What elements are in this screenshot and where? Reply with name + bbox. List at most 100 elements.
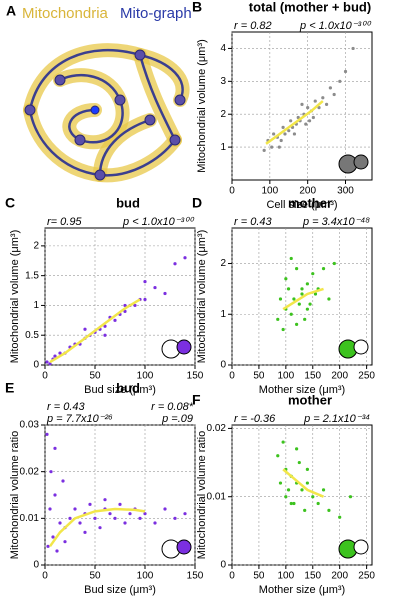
y-tick-label: 0.01 (207, 491, 227, 502)
x-tick-label: 100 (137, 571, 154, 582)
data-point (103, 324, 107, 328)
y-tick-label: 1 (33, 300, 39, 311)
data-point (278, 297, 283, 301)
data-point (317, 106, 321, 110)
x-tick-label: 0 (229, 571, 235, 582)
data-point (53, 354, 57, 358)
data-point (324, 102, 329, 106)
panel-letter: C (5, 195, 15, 211)
data-point (183, 512, 187, 516)
data-point (277, 145, 281, 149)
trend-line (282, 468, 325, 498)
data-point (108, 512, 112, 516)
data-point (118, 502, 122, 506)
stat-label: p = 2.1x10⁻³⁴ (303, 413, 370, 425)
data-point (351, 46, 355, 51)
x-tick-label: 150 (187, 571, 204, 582)
cell-icon (353, 154, 369, 170)
chart-title: mother (288, 195, 332, 210)
data-point (327, 297, 331, 301)
data-point (303, 508, 307, 512)
data-point (295, 447, 299, 451)
data-point (307, 119, 312, 123)
data-point (276, 454, 280, 458)
data-point (283, 132, 287, 136)
data-point (281, 125, 285, 129)
data-point (58, 351, 62, 355)
data-point (289, 256, 293, 261)
data-point (284, 277, 288, 281)
data-point (276, 317, 280, 321)
data-point (45, 360, 49, 364)
stat-label: p = 3.4x10⁻⁴⁸ (302, 216, 370, 228)
data-point (163, 291, 167, 296)
y-tick-label: 2 (220, 109, 226, 120)
data-point (78, 521, 82, 525)
data-point (296, 115, 300, 120)
x-tick-label: 200 (299, 186, 316, 197)
x-tick-label: 150 (304, 571, 321, 582)
data-point (48, 362, 52, 366)
data-point (123, 303, 127, 308)
data-point (46, 544, 50, 548)
cell-icon (353, 539, 369, 555)
y-tick-label: 0 (220, 360, 226, 371)
data-point (311, 272, 315, 276)
data-point (173, 516, 177, 520)
panel-letter: B (192, 0, 202, 15)
chart-title: total (mother + bud) (249, 0, 371, 14)
data-point (328, 86, 332, 90)
data-point (163, 507, 167, 511)
data-point (123, 521, 127, 525)
stat-label: r = 0.08* (151, 401, 194, 413)
y-tick-label: 0 (33, 360, 39, 371)
y-tick-label: 0.02 (20, 466, 40, 477)
data-point (61, 479, 65, 483)
chart-title: mother (288, 392, 332, 407)
y-tick-label: 0.03 (20, 420, 40, 431)
chart-title: bud (116, 380, 140, 395)
data-point (289, 119, 293, 123)
data-point (327, 508, 331, 512)
data-point (297, 460, 301, 465)
data-point (88, 502, 92, 506)
data-point (292, 501, 296, 506)
stat-label: p =.09 (161, 413, 193, 425)
data-point (321, 96, 325, 100)
x-tick-label: 50 (89, 571, 101, 582)
data-point (270, 145, 274, 149)
data-point (58, 521, 62, 525)
stat-label: p < 1.0x10⁻³⁰⁰ (122, 216, 195, 228)
stat-label: r = 0.43 (234, 216, 272, 228)
data-point (321, 266, 326, 271)
trend-line (49, 298, 141, 364)
x-tick-label: 0 (42, 371, 48, 382)
y-tick-label: 4 (220, 43, 226, 54)
data-point (49, 470, 53, 474)
x-axis-label: Mother size (μm³) (259, 584, 345, 596)
data-point (305, 481, 309, 485)
data-point (300, 287, 304, 291)
data-point (295, 266, 299, 271)
data-point (292, 297, 296, 301)
x-axis-label: Bud size (μm³) (84, 384, 156, 396)
data-point (281, 440, 285, 444)
data-point (289, 501, 293, 506)
y-axis-label: Mitochondrial volume (μm³) (196, 230, 208, 363)
y-tick-label: 1 (220, 309, 226, 320)
data-point (281, 327, 285, 332)
y-tick-label: 2 (33, 241, 39, 252)
data-point (311, 495, 315, 499)
x-axis-label: Bud size (μm³) (84, 584, 156, 596)
data-point (300, 488, 304, 492)
data-point (123, 309, 127, 313)
data-point (304, 122, 308, 126)
x-tick-label: 300 (337, 186, 354, 197)
x-tick-label: 250 (358, 371, 375, 382)
data-point (73, 507, 77, 511)
data-point (332, 92, 336, 97)
data-point (300, 102, 304, 106)
x-tick-label: 200 (331, 371, 348, 382)
x-tick-label: 200 (331, 571, 348, 582)
y-tick-label: 0.02 (207, 423, 227, 434)
